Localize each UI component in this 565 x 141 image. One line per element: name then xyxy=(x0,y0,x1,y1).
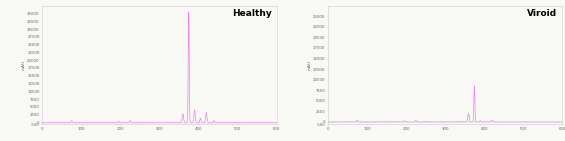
Y-axis label: mAU: mAU xyxy=(21,60,26,70)
Text: Healthy: Healthy xyxy=(232,9,272,18)
Text: Viroid: Viroid xyxy=(527,9,558,18)
Y-axis label: mAU: mAU xyxy=(307,60,311,70)
